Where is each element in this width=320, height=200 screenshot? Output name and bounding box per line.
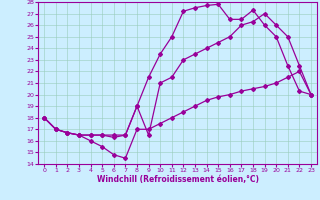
X-axis label: Windchill (Refroidissement éolien,°C): Windchill (Refroidissement éolien,°C) (97, 175, 259, 184)
